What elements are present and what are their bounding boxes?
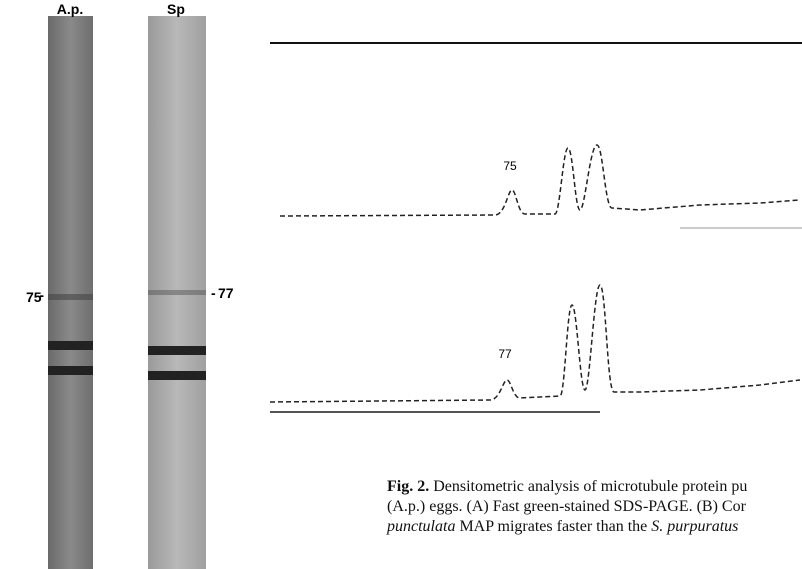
gel-band (148, 371, 206, 380)
gel-band (148, 346, 206, 355)
gel-lane (48, 16, 93, 569)
peak-label: 75 (503, 159, 517, 173)
gel-band (48, 341, 93, 350)
lane-label: A.p. (57, 1, 83, 17)
band-label: 77 (218, 285, 234, 301)
caption-line: punctulata MAP migrates faster than the … (387, 518, 738, 536)
densitometric-trace (270, 285, 800, 402)
densitometric-trace (280, 145, 800, 216)
caption-text: Densitometric analysis of microtubule pr… (433, 478, 747, 495)
lane-label: Sp (167, 1, 185, 17)
caption-label: Fig. 2. (387, 478, 429, 495)
caption-line: Fig. 2. Densitometric analysis of microt… (387, 478, 747, 496)
caption-italic: S. purpuratus (651, 518, 738, 535)
figure-page: A.p. Sp 75 - - 77 75 77 Fig. 2. Densitom… (0, 0, 802, 569)
peak-label: 77 (498, 347, 512, 361)
caption-line: (A.p.) eggs. (A) Fast green-stained SDS-… (387, 498, 746, 516)
band-marker: - (211, 285, 216, 301)
band-marker: - (39, 287, 44, 303)
gel-band (48, 366, 93, 375)
caption-text: MAP migrates faster than the (455, 518, 651, 535)
gel-band (48, 294, 93, 300)
caption-text: (A.p.) eggs. (A) Fast green-stained SDS-… (387, 498, 746, 515)
caption-italic: punctulata (387, 518, 455, 535)
gel-band (148, 290, 206, 295)
